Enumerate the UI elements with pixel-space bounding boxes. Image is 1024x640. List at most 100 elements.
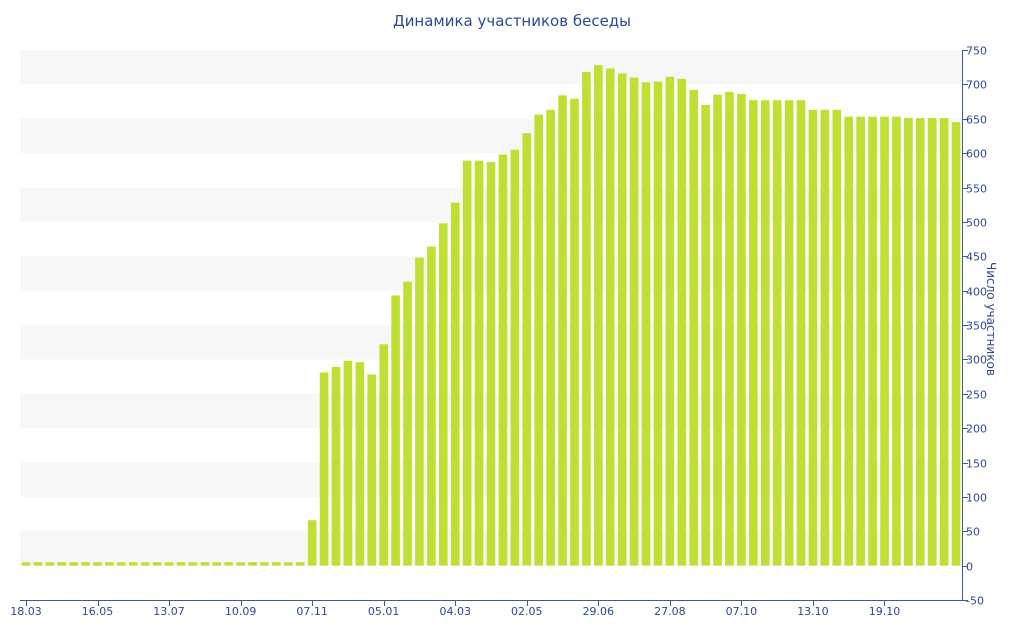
bar <box>510 149 520 566</box>
y-tick-label: 50 <box>966 526 980 539</box>
bar <box>665 76 675 566</box>
bar <box>605 68 615 566</box>
x-tick-label: 29.06 <box>583 605 615 618</box>
y-axis-title: Число участников <box>984 262 998 376</box>
bar <box>21 562 31 566</box>
bar <box>784 100 794 566</box>
bar <box>355 362 365 566</box>
x-tick-label: 05.01 <box>368 605 400 618</box>
bar <box>892 116 901 566</box>
bar <box>856 116 865 566</box>
y-tick-label: 400 <box>966 286 987 299</box>
bar <box>140 562 150 566</box>
x-tick-label: 07.11 <box>296 605 328 618</box>
y-tick-label: 0 <box>966 561 973 574</box>
bar <box>462 160 472 566</box>
bar <box>379 344 388 566</box>
bar <box>439 223 448 566</box>
y-tick-label: 100 <box>966 492 987 505</box>
x-tick-label: 04.03 <box>439 605 471 618</box>
x-tick-label: 02.05 <box>511 605 543 618</box>
x-tick-label: 18.03 <box>10 605 42 618</box>
bar <box>832 109 842 566</box>
x-tick-label: 19.10 <box>869 605 901 618</box>
bar <box>319 372 329 566</box>
bar <box>486 162 496 566</box>
bar <box>844 116 854 566</box>
bar <box>713 94 722 566</box>
bar <box>224 562 233 566</box>
bar <box>283 562 293 566</box>
x-tick-label: 13.07 <box>153 605 185 618</box>
bar <box>164 562 174 566</box>
bar <box>701 105 710 566</box>
bar <box>117 562 126 566</box>
y-tick-label: 500 <box>966 217 987 230</box>
bar <box>450 202 460 566</box>
bar <box>951 122 961 566</box>
bar <box>176 562 186 566</box>
bar <box>152 562 162 566</box>
x-tick-label: 07.10 <box>726 605 758 618</box>
bar <box>868 116 877 566</box>
bar <box>272 562 281 566</box>
bar <box>415 257 424 566</box>
bars <box>21 65 961 566</box>
chart-title: Динамика участников беседы <box>392 12 632 30</box>
bar <box>391 295 400 566</box>
bar <box>81 562 90 566</box>
bar <box>808 109 818 566</box>
bar <box>725 91 734 566</box>
bar <box>367 374 377 566</box>
bar <box>498 154 508 566</box>
bar <box>295 562 305 566</box>
bar <box>594 65 603 566</box>
bar <box>772 100 782 566</box>
bar <box>737 94 746 566</box>
bar <box>570 98 579 566</box>
bar <box>820 109 830 566</box>
bar <box>915 118 925 566</box>
y-tick-label: 350 <box>966 320 987 333</box>
bar <box>617 73 627 566</box>
bar <box>236 562 245 566</box>
bar <box>45 562 55 566</box>
y-tick-label: -50 <box>966 595 984 608</box>
bar <box>629 77 639 566</box>
bar <box>343 360 353 566</box>
x-tick-label: 13.10 <box>797 605 829 618</box>
bar <box>128 562 138 566</box>
bar <box>939 118 949 566</box>
bar <box>689 89 699 566</box>
grid-band <box>20 50 962 85</box>
bar <box>522 133 532 566</box>
bar <box>558 95 567 566</box>
x-axis-ticks: 18.03 16.05 13.07 10.09 07.11 05.01 04.03 02.05… <box>10 600 900 618</box>
bar <box>331 366 341 566</box>
bar <box>880 116 889 566</box>
bar <box>927 118 937 566</box>
bar <box>474 160 484 566</box>
bar <box>188 562 198 566</box>
y-tick-label: 150 <box>966 458 987 471</box>
x-tick-label: 16.05 <box>82 605 114 618</box>
bar <box>749 100 758 566</box>
bar <box>427 246 436 566</box>
bar <box>33 562 43 566</box>
bar <box>760 100 770 566</box>
x-tick-label: 10.09 <box>225 605 257 618</box>
x-tick-label: 27.08 <box>654 605 686 618</box>
bar <box>248 562 257 566</box>
bar <box>582 72 591 566</box>
bar <box>677 78 687 566</box>
bar <box>260 562 269 566</box>
bar <box>69 562 78 566</box>
y-tick-label: 650 <box>966 114 987 127</box>
y-axis-ticks: -50 0 50 100 150 200 250 300 350 400 450 500 550 600 6… <box>962 45 987 608</box>
bar <box>534 114 543 566</box>
y-tick-label: 550 <box>966 183 987 196</box>
y-tick-label: 250 <box>966 389 987 402</box>
y-tick-label: 300 <box>966 354 987 367</box>
bar <box>105 562 114 566</box>
